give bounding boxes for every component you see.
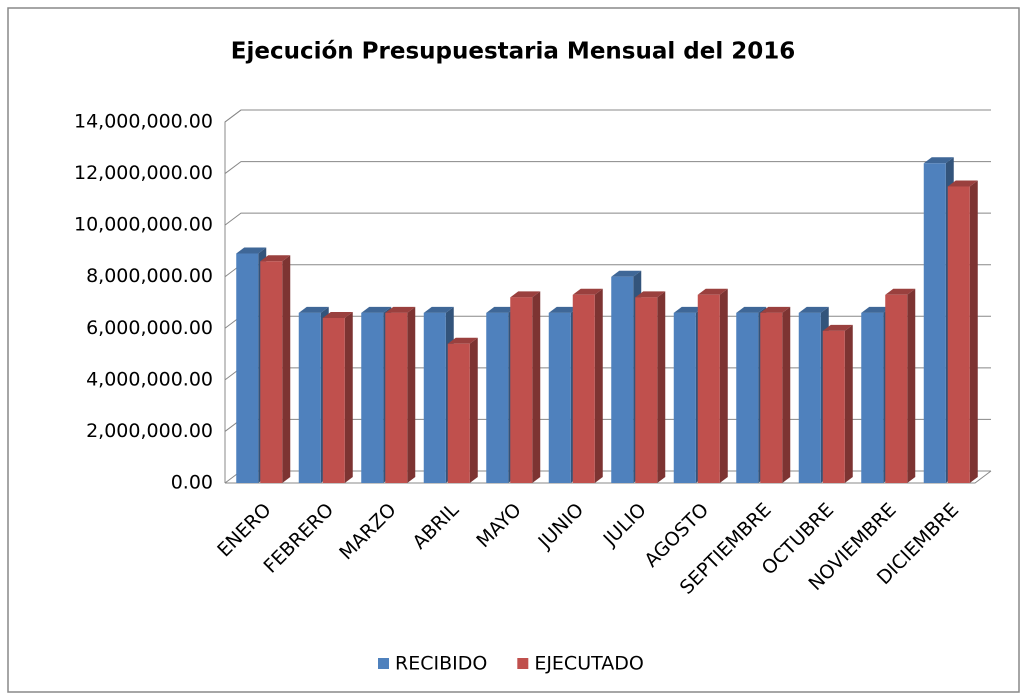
y-tick-label: 12,000,000.00	[74, 162, 213, 184]
bar-side	[469, 337, 478, 483]
bar-side	[532, 291, 541, 483]
legend-swatch	[517, 658, 529, 669]
bar-top	[697, 288, 728, 295]
bar	[572, 294, 595, 483]
bar	[236, 253, 259, 483]
bar	[673, 312, 696, 483]
bar	[635, 297, 658, 483]
bar	[885, 294, 908, 483]
bar-top	[385, 306, 416, 313]
chart-title: Ejecución Presupuestaria Mensual del 201…	[231, 39, 795, 65]
bar-top	[885, 288, 916, 295]
y-tick-label: 0.00	[171, 472, 213, 494]
bar-side	[844, 324, 853, 483]
bar-top	[760, 306, 791, 313]
bar	[510, 297, 533, 483]
bar-side	[594, 288, 603, 483]
bar	[486, 312, 509, 483]
legend-swatch	[378, 658, 389, 669]
y-tick-label: 2,000,000.00	[86, 420, 213, 442]
y-tick-label: 6,000,000.00	[86, 317, 213, 339]
bar-side	[907, 288, 916, 483]
grid-line	[224, 161, 991, 174]
bar	[298, 312, 321, 483]
bar-top	[947, 180, 978, 187]
y-tick-label: 8,000,000.00	[86, 265, 213, 287]
y-tick-label: 4,000,000.00	[86, 368, 213, 390]
bar	[447, 343, 470, 483]
bar	[861, 312, 884, 483]
bar-top	[822, 324, 853, 331]
bar-top	[510, 291, 541, 298]
legend-label: RECIBIDO	[395, 653, 487, 675]
bar-side	[407, 306, 416, 483]
bar	[760, 312, 783, 483]
bar	[798, 312, 821, 483]
floor	[225, 470, 992, 484]
bar-top	[486, 306, 517, 313]
bar-top	[798, 306, 829, 313]
bar-top	[260, 255, 291, 262]
grid-line	[224, 212, 991, 226]
bar	[260, 261, 283, 483]
bar	[611, 276, 634, 483]
bar-side	[657, 291, 666, 483]
legend-label: EJECUTADO	[534, 653, 644, 675]
bar	[947, 186, 970, 483]
bar-side	[282, 255, 291, 483]
bar-top	[611, 270, 642, 277]
bar	[423, 312, 446, 483]
bar-side	[344, 311, 353, 483]
bar-top	[572, 288, 603, 295]
bar-side	[719, 288, 728, 483]
bar-top	[423, 306, 454, 313]
grid-line	[224, 109, 991, 123]
bar-side	[969, 180, 978, 483]
bar-top	[236, 247, 267, 254]
bar-top	[673, 306, 704, 313]
bar-top	[322, 311, 353, 318]
bar-side	[782, 306, 791, 483]
y-tick-label: 14,000,000.00	[74, 111, 213, 133]
bar-top	[361, 306, 392, 313]
bar-top	[923, 157, 954, 164]
bar-top	[548, 306, 579, 313]
bar	[923, 163, 946, 483]
bar	[322, 317, 345, 483]
bar	[736, 312, 759, 483]
bar	[385, 312, 408, 483]
y-tick-label: 10,000,000.00	[74, 214, 213, 236]
bar-top	[635, 291, 666, 298]
bar	[361, 312, 384, 483]
bar	[548, 312, 571, 483]
bar-top	[298, 306, 329, 313]
bar	[822, 330, 845, 483]
bar-top	[447, 337, 478, 344]
bar	[697, 294, 720, 483]
bar-top	[861, 306, 892, 313]
bar-top	[736, 306, 767, 313]
